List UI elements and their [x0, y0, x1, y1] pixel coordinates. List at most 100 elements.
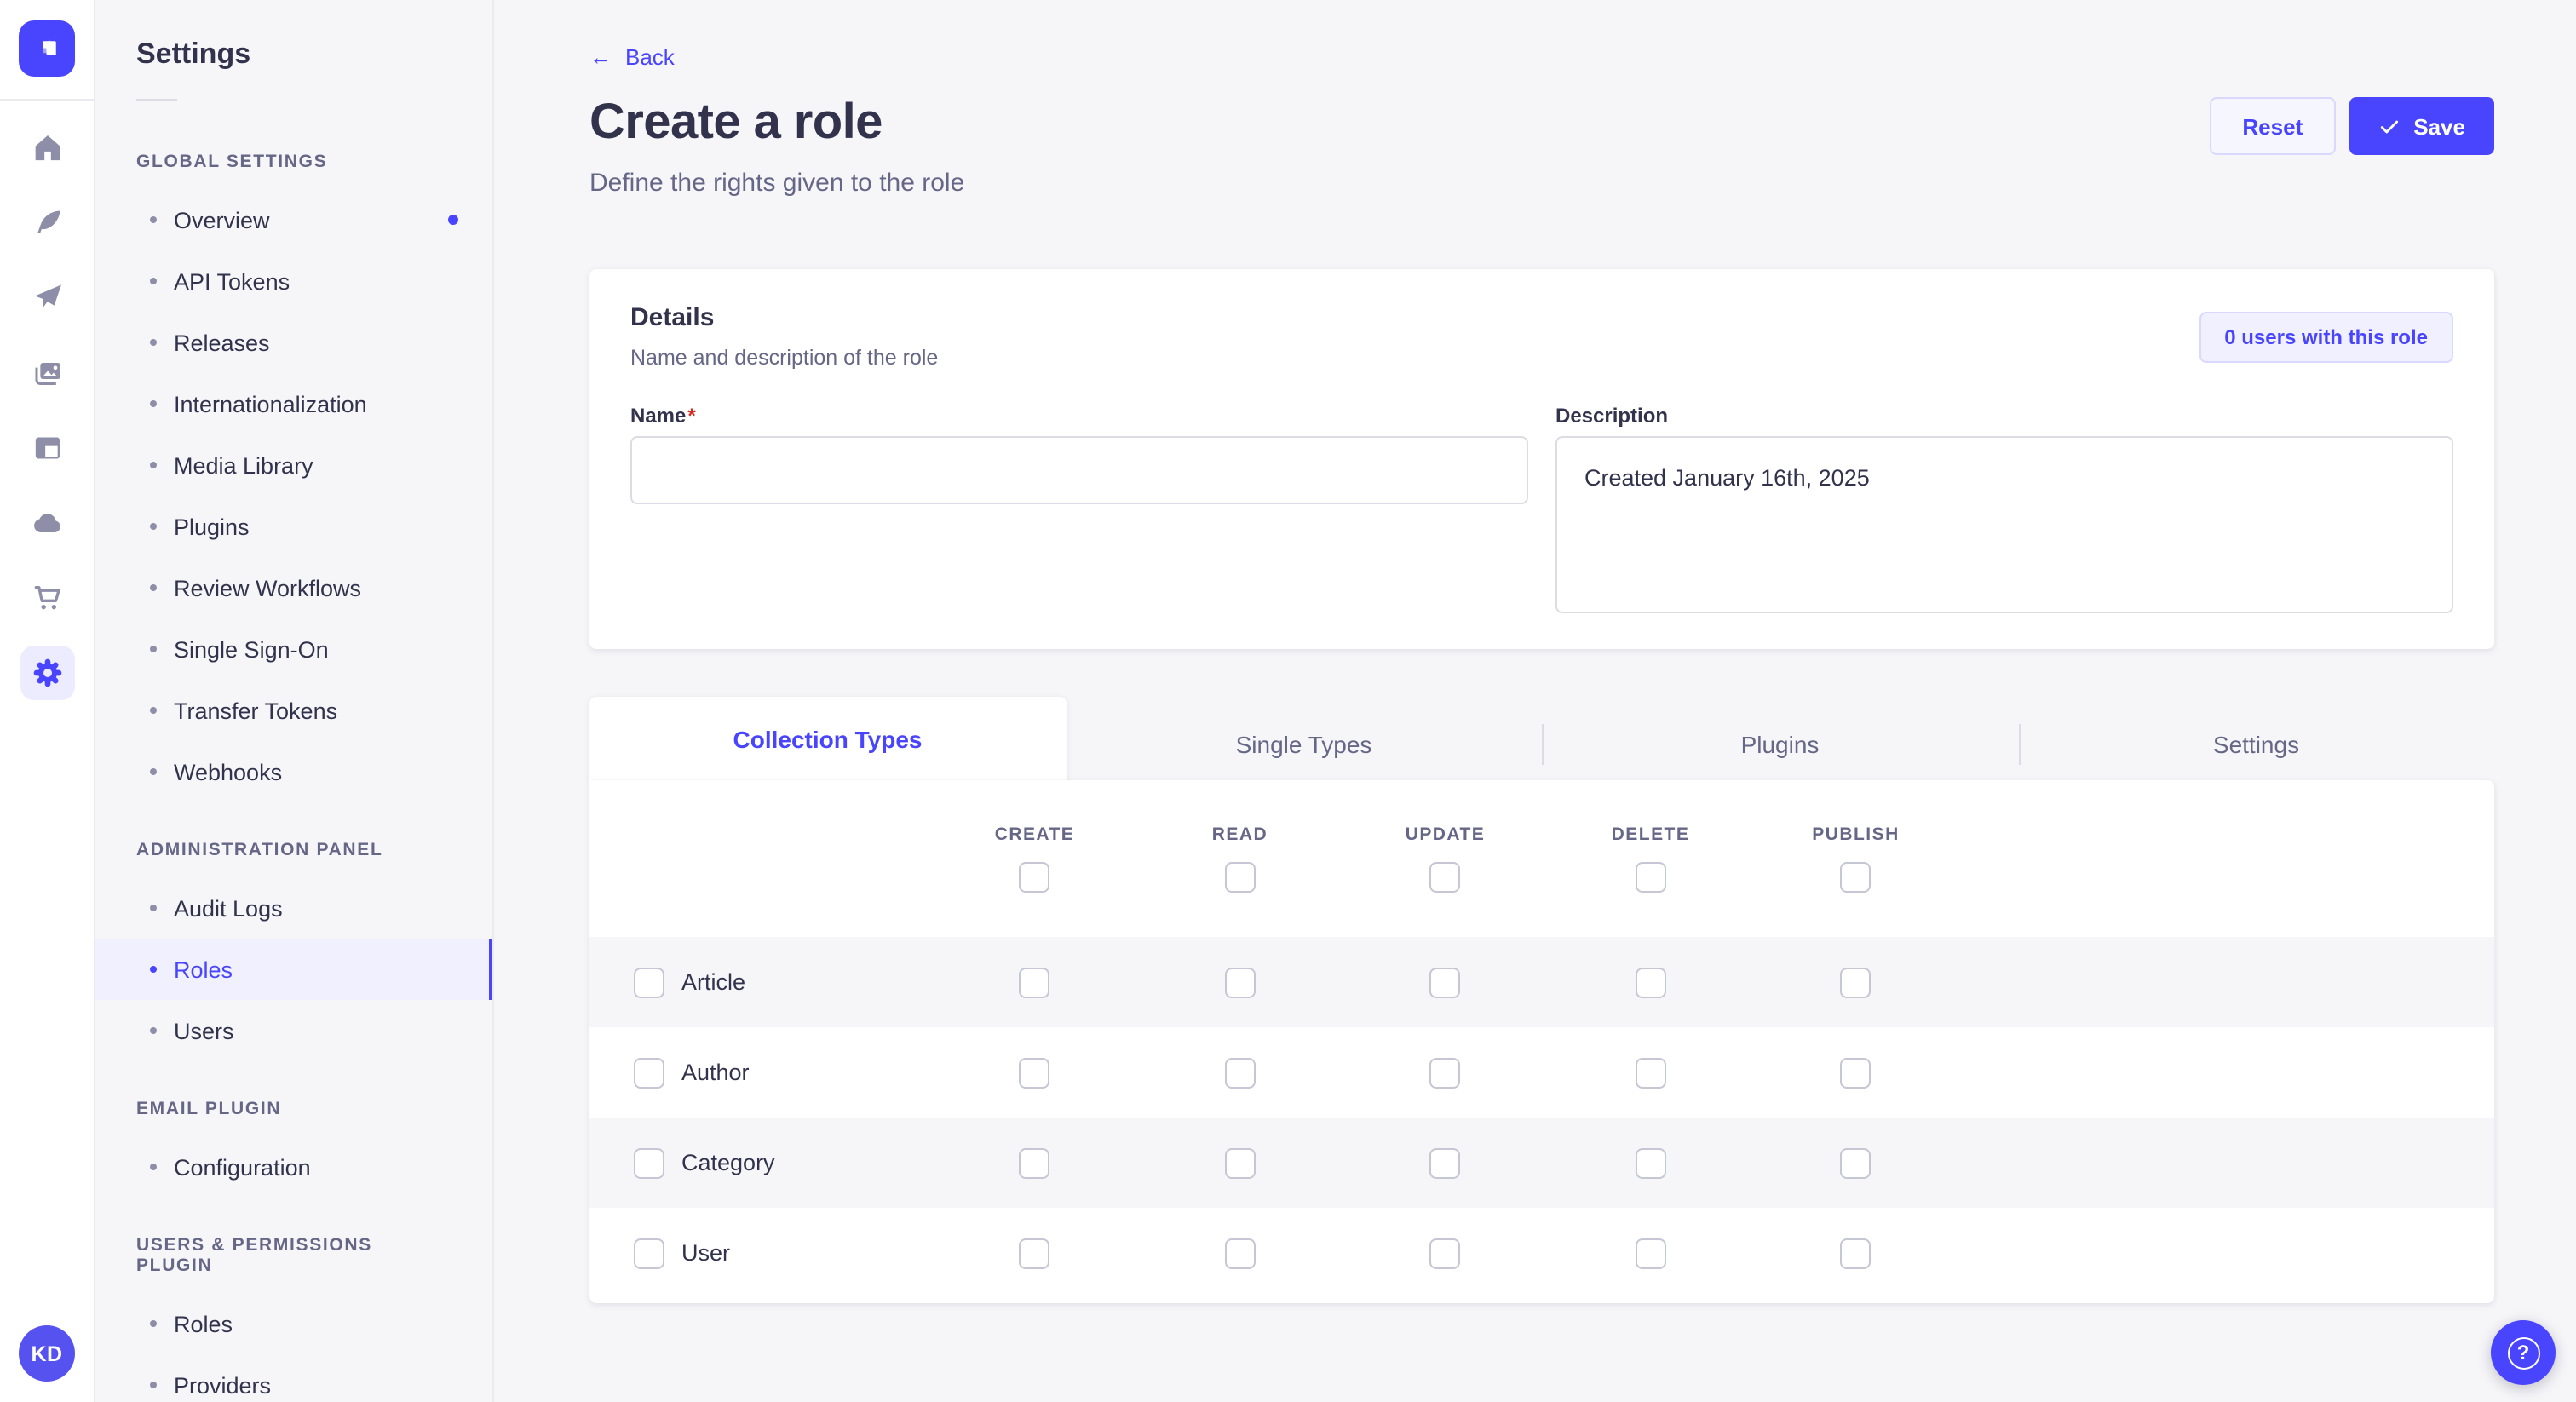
sidebar-title-divider	[136, 99, 177, 101]
author-update-checkbox[interactable]	[1429, 1057, 1461, 1088]
page-title: Create a role	[589, 95, 883, 150]
article-read-checkbox[interactable]	[1224, 967, 1256, 997]
column-label: PUBLISH	[1812, 825, 1900, 845]
sidebar-item-global-settings-overview[interactable]: Overview	[95, 189, 492, 250]
tab-settings[interactable]: Settings	[2018, 707, 2494, 780]
permissions-table-header: CREATE READ UPDATE DELETE PUBLISH	[589, 780, 2494, 937]
icon-rail: KD	[0, 0, 95, 1402]
strapi-logo-icon	[32, 33, 62, 64]
rail-item-home[interactable]	[20, 121, 74, 175]
description-textarea[interactable]: Created January 16th, 2025	[1555, 436, 2453, 613]
article-select-checkbox[interactable]	[634, 967, 664, 997]
page-subtitle: Define the rights given to the role	[589, 169, 965, 198]
select-all-update-checkbox[interactable]	[1429, 862, 1461, 893]
sidebar-item-label: Providers	[174, 1372, 272, 1398]
sidebar-item-global-settings-media-library[interactable]: Media Library	[95, 434, 492, 496]
rail-item-marketplace[interactable]	[20, 571, 74, 625]
save-button[interactable]: Save	[2349, 97, 2494, 155]
bullet-icon	[150, 707, 157, 714]
permission-cell	[1548, 967, 1753, 997]
author-publish-checkbox[interactable]	[1840, 1057, 1872, 1088]
category-delete-checkbox[interactable]	[1635, 1147, 1666, 1178]
sidebar-nav: GLOBAL SETTINGS Overview API Tokens Release…	[95, 152, 492, 1402]
tab-single-types[interactable]: Single Types	[1066, 707, 1542, 780]
media-library-icon	[30, 356, 64, 390]
sidebar-section-global-settings: GLOBAL SETTINGS	[136, 152, 328, 172]
name-input[interactable]	[630, 436, 1528, 504]
sidebar-item-global-settings-webhooks[interactable]: Webhooks	[95, 741, 492, 802]
rail-item-content-manager[interactable]	[20, 196, 74, 250]
author-select-checkbox[interactable]	[634, 1057, 664, 1088]
sidebar-item-administration-panel-roles[interactable]: Roles	[95, 939, 492, 1000]
category-publish-checkbox[interactable]	[1840, 1147, 1872, 1178]
reset-button[interactable]: Reset	[2210, 97, 2336, 155]
permissions-table: CREATE READ UPDATE DELETE PUBLISH Article Aut…	[589, 780, 2494, 1303]
sidebar-item-global-settings-plugins[interactable]: Plugins	[95, 496, 492, 557]
author-delete-checkbox[interactable]	[1635, 1057, 1666, 1088]
select-all-publish-checkbox[interactable]	[1840, 862, 1872, 893]
avatar[interactable]: KD	[19, 1325, 75, 1382]
user-create-checkbox[interactable]	[1019, 1238, 1050, 1268]
select-all-delete-checkbox[interactable]	[1635, 862, 1666, 893]
article-create-checkbox[interactable]	[1019, 967, 1050, 997]
article-delete-checkbox[interactable]	[1635, 967, 1666, 997]
permission-cell	[1137, 1147, 1343, 1178]
rail-item-releases[interactable]	[20, 271, 74, 325]
arrow-left-icon: ←	[589, 44, 612, 70]
rail-item-content-type-builder[interactable]	[20, 421, 74, 475]
permission-cell	[1343, 1057, 1548, 1088]
permission-cell	[932, 967, 1137, 997]
content-type-builder-icon	[30, 431, 64, 465]
article-update-checkbox[interactable]	[1429, 967, 1461, 997]
user-read-checkbox[interactable]	[1224, 1238, 1256, 1268]
author-create-checkbox[interactable]	[1019, 1057, 1050, 1088]
sidebar-item-label: API Tokens	[174, 268, 290, 294]
user-publish-checkbox[interactable]	[1840, 1238, 1872, 1268]
rail-item-cloud[interactable]	[20, 496, 74, 550]
back-link[interactable]: ← Back	[589, 44, 675, 70]
strapi-logo[interactable]	[19, 20, 75, 77]
sidebar-item-label: Plugins	[174, 514, 250, 539]
bullet-icon	[150, 1320, 157, 1327]
sidebar-item-global-settings-internationalization[interactable]: Internationalization	[95, 373, 492, 434]
user-update-checkbox[interactable]	[1429, 1238, 1461, 1268]
sidebar-item-administration-panel-audit-logs[interactable]: Audit Logs	[95, 877, 492, 939]
sidebar-section-email-plugin: EMAIL PLUGIN	[136, 1099, 282, 1119]
category-create-checkbox[interactable]	[1019, 1147, 1050, 1178]
author-read-checkbox[interactable]	[1224, 1057, 1256, 1088]
select-all-read-checkbox[interactable]	[1224, 862, 1256, 893]
sidebar-item-global-settings-releases[interactable]: Releases	[95, 312, 492, 373]
tab-plugins[interactable]: Plugins	[1542, 707, 2018, 780]
details-subtitle: Name and description of the role	[630, 346, 939, 370]
column-header-update: UPDATE	[1343, 780, 1548, 937]
tab-collection-types[interactable]: Collection Types	[589, 697, 1066, 780]
sidebar-item-global-settings-single-sign-on[interactable]: Single Sign-On	[95, 618, 492, 680]
sidebar-item-label: Single Sign-On	[174, 636, 329, 662]
category-update-checkbox[interactable]	[1429, 1147, 1461, 1178]
settings-sidebar: Settings GLOBAL SETTINGS Overview API Toke…	[95, 0, 494, 1402]
sidebar-item-global-settings-review-workflows[interactable]: Review Workflows	[95, 557, 492, 618]
select-all-create-checkbox[interactable]	[1019, 862, 1050, 893]
table-row-category: Category	[589, 1118, 2494, 1208]
rail-item-media-library[interactable]	[20, 346, 74, 400]
sidebar-item-label: Roles	[174, 1311, 233, 1336]
sidebar-item-users-permissions-plugin-providers[interactable]: Providers	[95, 1354, 492, 1402]
sidebar-item-global-settings-transfer-tokens[interactable]: Transfer Tokens	[95, 680, 492, 741]
sidebar-item-users-permissions-plugin-roles[interactable]: Roles	[95, 1293, 492, 1354]
category-select-checkbox[interactable]	[634, 1147, 664, 1178]
notification-dot	[448, 215, 458, 225]
permission-cell	[932, 1057, 1137, 1088]
category-read-checkbox[interactable]	[1224, 1147, 1256, 1178]
sidebar-item-global-settings-api-tokens[interactable]: API Tokens	[95, 250, 492, 312]
user-select-checkbox[interactable]	[634, 1238, 664, 1268]
save-label: Save	[2413, 113, 2465, 139]
users-with-role-button[interactable]: 0 users with this role	[2199, 312, 2453, 363]
sidebar-item-administration-panel-users[interactable]: Users	[95, 1000, 492, 1061]
help-button[interactable]: ?	[2491, 1320, 2556, 1385]
permissions-card: Collection Types Single Types Plugins Setti…	[589, 697, 2494, 1303]
rail-item-settings[interactable]	[20, 646, 74, 700]
user-delete-checkbox[interactable]	[1635, 1238, 1666, 1268]
article-publish-checkbox[interactable]	[1840, 967, 1872, 997]
sidebar-item-email-plugin-configuration[interactable]: Configuration	[95, 1136, 492, 1198]
bullet-icon	[150, 216, 157, 223]
